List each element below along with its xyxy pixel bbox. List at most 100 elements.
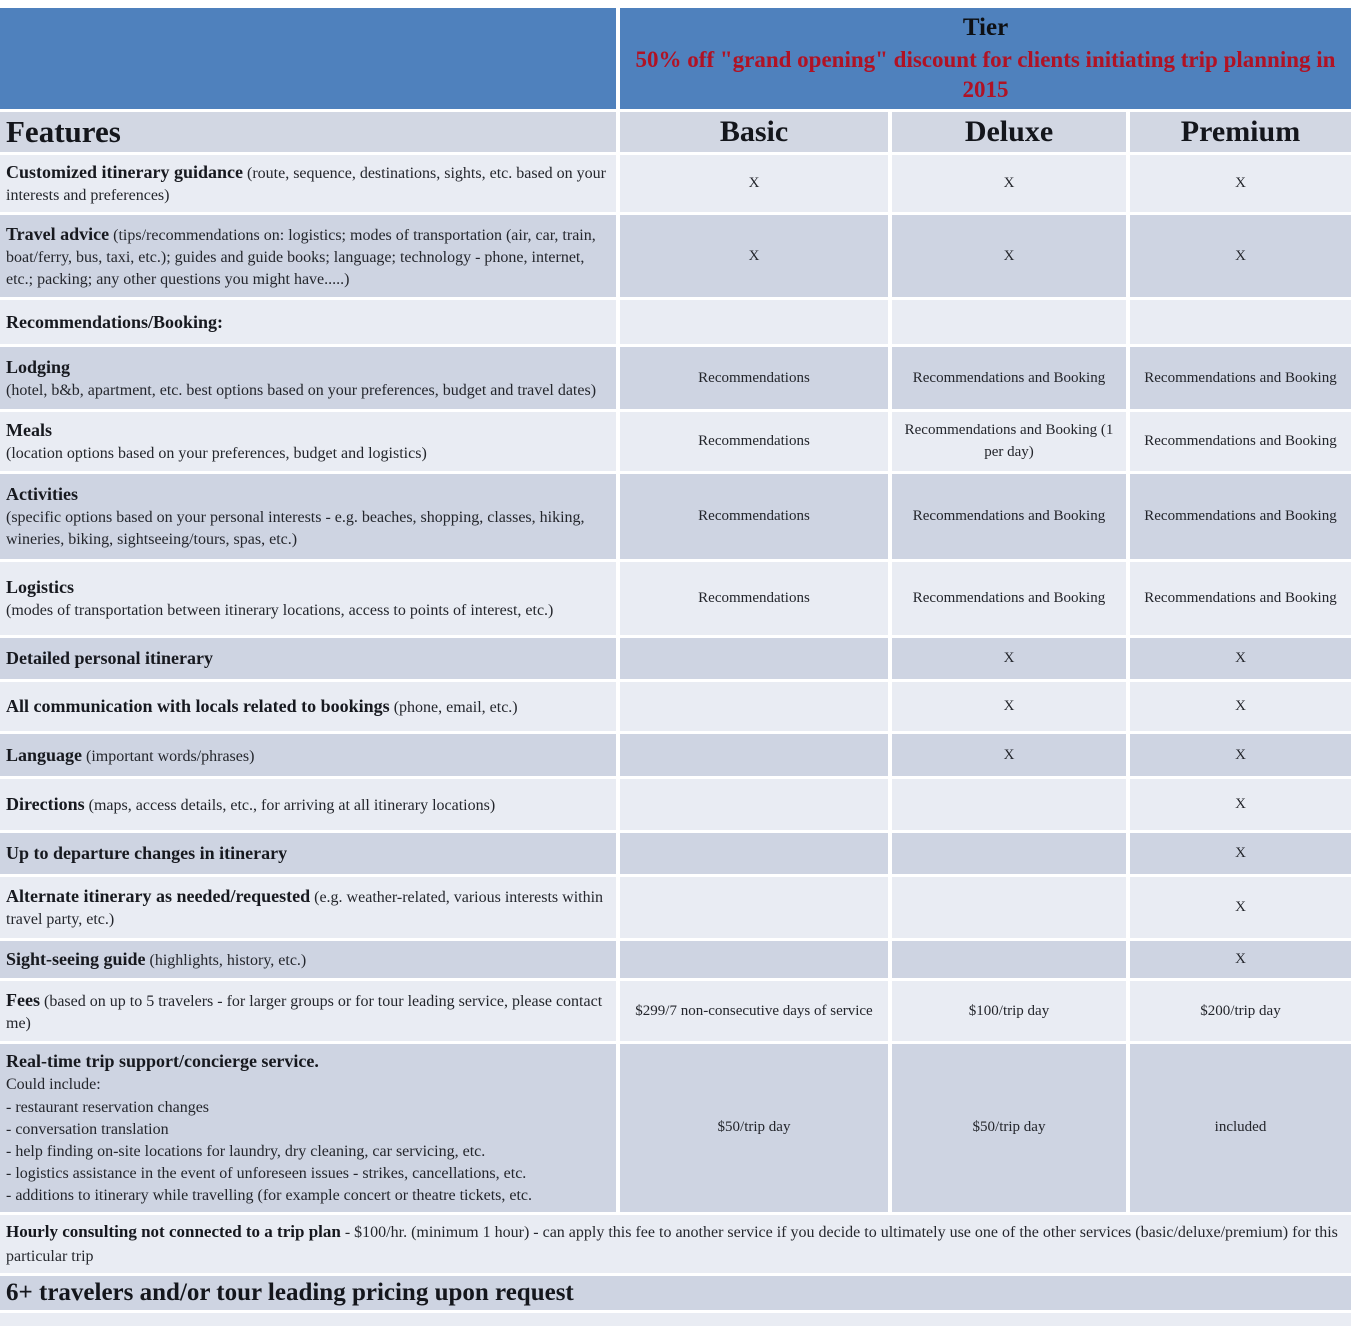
basic-value-cell: Recommendations bbox=[620, 412, 888, 472]
feature-detail-line: - help finding on-site locations for lau… bbox=[6, 1142, 486, 1160]
basic-value-cell bbox=[620, 734, 888, 777]
feature-detail-line: - conversation translation bbox=[6, 1120, 169, 1138]
deluxe-value-cell: X bbox=[892, 682, 1126, 732]
feature-description: (important words/phrases) bbox=[86, 747, 255, 765]
feature-title: Up to departure changes in itinerary bbox=[6, 843, 288, 864]
feature-cell-communication: All communication with locals related to… bbox=[0, 682, 616, 732]
hourly-consulting-detail: - $100/hr. (minimum 1 hour) - can apply … bbox=[6, 1223, 1338, 1265]
basic-value-cell bbox=[620, 682, 888, 732]
table-row: Detailed personal itinerary X X bbox=[0, 638, 1351, 680]
basic-value-cell: Recommendations bbox=[620, 474, 888, 560]
column-header-row: Features Basic Deluxe Premium bbox=[0, 112, 1351, 153]
feature-cell-lodging: Lodging (hotel, b&b, apartment, etc. best… bbox=[0, 347, 616, 410]
premium-value-cell bbox=[1130, 300, 1351, 345]
feature-description: (maps, access details, etc., for arrivin… bbox=[88, 797, 496, 815]
feature-detail-line: - additions to itinerary while travellin… bbox=[6, 1186, 533, 1204]
premium-value-cell: X bbox=[1130, 734, 1351, 777]
tier-header-row: Tier 50% off "grand opening" discount fo… bbox=[0, 8, 1351, 110]
table-row: Real-time trip support/concierge service… bbox=[0, 1044, 1351, 1212]
premium-value-cell: X bbox=[1130, 682, 1351, 732]
deluxe-value-cell bbox=[892, 779, 1126, 831]
premium-column-header: Premium bbox=[1130, 112, 1351, 153]
feature-cell-customized-itinerary: Customized itinerary guidance (route, se… bbox=[0, 155, 616, 213]
feature-title: Directions bbox=[6, 794, 85, 815]
table-row: Recommendations/Booking: bbox=[0, 300, 1351, 345]
tier-header: Tier 50% off "grand opening" discount fo… bbox=[620, 8, 1351, 110]
feature-title: Logistics bbox=[6, 577, 75, 598]
hourly-consulting-row: Hourly consulting not connected to a tri… bbox=[0, 1214, 1351, 1273]
feature-title: Alternate itinerary as needed/requested bbox=[6, 886, 311, 907]
feature-title: Real-time trip support/concierge service… bbox=[6, 1051, 319, 1072]
deluxe-value-cell: X bbox=[892, 215, 1126, 298]
table-row: Alternate itinerary as needed/requested … bbox=[0, 877, 1351, 939]
premium-value-cell: Recommendations and Booking bbox=[1130, 562, 1351, 636]
basic-value-cell: $50/trip day bbox=[620, 1044, 888, 1212]
feature-cell-fees: Fees (based on up to 5 travelers - for l… bbox=[0, 981, 616, 1042]
deluxe-value-cell bbox=[892, 941, 1126, 979]
premium-value-cell: Recommendations and Booking bbox=[1130, 347, 1351, 410]
travelers-note: 6+ travelers and/or tour leading pricing… bbox=[0, 1275, 1351, 1310]
deluxe-value-cell bbox=[892, 300, 1126, 345]
tier-title: Tier bbox=[962, 14, 1009, 41]
basic-value-cell: Recommendations bbox=[620, 562, 888, 636]
table-row: Travel advice (tips/recommendations on: … bbox=[0, 215, 1351, 298]
premium-value-cell: X bbox=[1130, 779, 1351, 831]
feature-description: (modes of transportation between itinera… bbox=[6, 602, 554, 620]
deluxe-value-cell: $100/trip day bbox=[892, 981, 1126, 1042]
premium-value-cell: included bbox=[1130, 1044, 1351, 1212]
bottom-strip-fill bbox=[0, 1312, 1351, 1326]
feature-title: Meals bbox=[6, 420, 52, 441]
deluxe-value-cell: $50/trip day bbox=[892, 1044, 1126, 1212]
premium-value-cell: Recommendations and Booking bbox=[1130, 474, 1351, 560]
feature-description: (hotel, b&b, apartment, etc. best option… bbox=[6, 381, 597, 399]
basic-value-cell: Recommendations bbox=[620, 347, 888, 410]
deluxe-value-cell: Recommendations and Booking bbox=[892, 474, 1126, 560]
deluxe-column-header: Deluxe bbox=[892, 112, 1126, 153]
feature-description: (based on up to 5 travelers - for larger… bbox=[6, 992, 603, 1032]
promo-text: 50% off "grand opening" discount for cli… bbox=[635, 46, 1336, 102]
feature-cell-recommendations-booking: Recommendations/Booking: bbox=[0, 300, 616, 345]
feature-description: (phone, email, etc.) bbox=[393, 699, 518, 717]
premium-value-cell: X bbox=[1130, 941, 1351, 979]
premium-value-cell: Recommendations and Booking bbox=[1130, 412, 1351, 472]
table-row: Lodging (hotel, b&b, apartment, etc. best… bbox=[0, 347, 1351, 410]
basic-value-cell bbox=[620, 941, 888, 979]
table-row: Sight-seeing guide (highlights, history,… bbox=[0, 941, 1351, 979]
premium-value-cell: X bbox=[1130, 877, 1351, 939]
feature-title: Fees bbox=[6, 989, 40, 1010]
basic-value-cell bbox=[620, 833, 888, 875]
premium-value-cell: $200/trip day bbox=[1130, 981, 1351, 1042]
feature-cell-activities: Activities (specific options based on you… bbox=[0, 474, 616, 560]
feature-description: (specific options based on your personal… bbox=[6, 509, 585, 549]
feature-detail-line: - restaurant reservation changes bbox=[6, 1098, 210, 1116]
deluxe-value-cell: X bbox=[892, 638, 1126, 680]
table-row: Customized itinerary guidance (route, se… bbox=[0, 155, 1351, 213]
feature-detail-line: - logistics assistance in the event of u… bbox=[6, 1164, 527, 1182]
feature-cell-directions: Directions (maps, access details, etc., … bbox=[0, 779, 616, 831]
premium-value-cell: X bbox=[1130, 833, 1351, 875]
feature-description: (e.g. weather-related, various interests… bbox=[6, 889, 604, 929]
feature-cell-language: Language (important words/phrases) bbox=[0, 734, 616, 777]
basic-column-header: Basic bbox=[620, 112, 888, 153]
feature-description: (highlights, history, etc.) bbox=[149, 952, 307, 970]
feature-detail-line: Could include: bbox=[6, 1076, 101, 1094]
feature-cell-meals: Meals (location options based on your pre… bbox=[0, 412, 616, 472]
bottom-strip bbox=[0, 1312, 1351, 1326]
deluxe-value-cell: Recommendations and Booking (1 per day) bbox=[892, 412, 1126, 472]
table-row: Fees (based on up to 5 travelers - for l… bbox=[0, 981, 1351, 1042]
feature-title: Travel advice bbox=[6, 223, 110, 244]
feature-cell-alternate-itinerary: Alternate itinerary as needed/requested … bbox=[0, 877, 616, 939]
table-row: All communication with locals related to… bbox=[0, 682, 1351, 732]
table-row: Meals (location options based on your pre… bbox=[0, 412, 1351, 472]
tier-header-spacer bbox=[0, 8, 616, 110]
deluxe-value-cell: X bbox=[892, 734, 1126, 777]
feature-title: Language bbox=[6, 744, 83, 765]
basic-value-cell: $299/7 non-consecutive days of service bbox=[620, 981, 888, 1042]
feature-cell-sightseeing-guide: Sight-seeing guide (highlights, history,… bbox=[0, 941, 616, 979]
hourly-consulting-title: Hourly consulting not connected to a tri… bbox=[6, 1221, 341, 1241]
feature-title: Sight-seeing guide bbox=[6, 949, 146, 970]
basic-value-cell bbox=[620, 779, 888, 831]
table-row: Activities (specific options based on you… bbox=[0, 474, 1351, 560]
feature-rows: Customized itinerary guidance (route, se… bbox=[0, 155, 1351, 1212]
feature-title: Customized itinerary guidance bbox=[6, 162, 243, 183]
